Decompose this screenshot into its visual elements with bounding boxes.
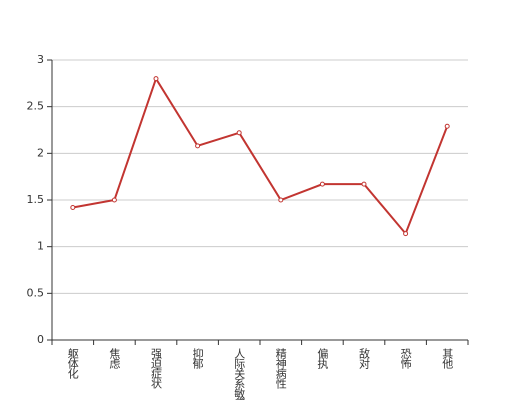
x-tick-label: 人际关系敏感 bbox=[233, 348, 246, 400]
x-tick-label: 焦虑 bbox=[108, 348, 121, 369]
point bbox=[403, 231, 409, 237]
point bbox=[319, 181, 325, 187]
x-tick-label: 恐怖 bbox=[399, 348, 412, 369]
point bbox=[278, 197, 284, 203]
y-tick-label: 1 bbox=[37, 240, 44, 253]
point bbox=[236, 130, 242, 136]
x-tick-label: 精神病性 bbox=[274, 348, 287, 390]
point bbox=[361, 181, 367, 187]
y-tick-label: 0.5 bbox=[27, 286, 45, 299]
line bbox=[72, 76, 449, 236]
point bbox=[444, 123, 450, 129]
y-tick-label: 2 bbox=[37, 146, 44, 159]
x-tick-label: 敌对 bbox=[358, 347, 371, 369]
point bbox=[111, 197, 117, 203]
x-tick-label: 躯体化 bbox=[66, 348, 79, 380]
y-tick-label: 3 bbox=[37, 53, 44, 66]
x-tick-label: 抑郁 bbox=[191, 347, 204, 369]
y-tick-label: 2.5 bbox=[27, 100, 45, 113]
y-tick-label: 0 bbox=[37, 333, 44, 346]
y-tick-label: 1.5 bbox=[27, 193, 45, 206]
point bbox=[195, 143, 201, 149]
point bbox=[70, 204, 76, 210]
x-tick-label: 其他 bbox=[441, 348, 454, 369]
x-tick-label: 偏执 bbox=[316, 347, 329, 370]
point bbox=[153, 76, 159, 82]
x-tick-label: 强迫症状 bbox=[150, 348, 163, 389]
